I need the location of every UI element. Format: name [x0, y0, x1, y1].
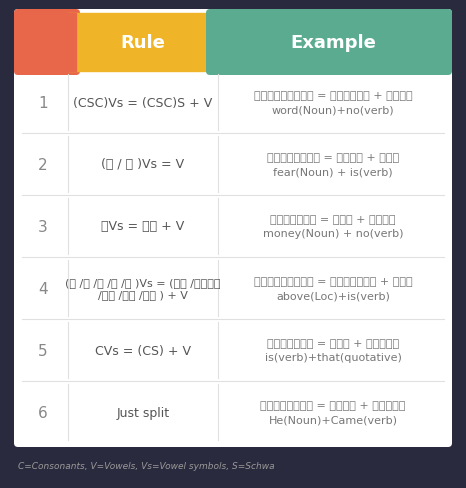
- Text: C=Consonants, V=Vowels, Vs=Vowel symbols, S=Schwa: C=Consonants, V=Vowels, Vs=Vowel symbols…: [18, 461, 274, 470]
- Text: Rule: Rule: [121, 34, 165, 52]
- FancyBboxPatch shape: [14, 10, 452, 447]
- Text: പേടിയാണ് = പേടി + ആണ്
fear(Noun) + is(verb): പേടിയാണ് = പേടി + ആണ് fear(Noun) + is(ve…: [267, 152, 399, 177]
- Bar: [64, 14, 76, 72]
- FancyBboxPatch shape: [206, 10, 452, 76]
- Text: Example: Example: [290, 34, 376, 52]
- Text: Just split: Just split: [116, 406, 170, 419]
- Text: അവനവന്നു = അവന് + വന്നു
He(Noun)+Came(verb): അവനവന്നു = അവന് + വന്നു He(Noun)+Came(ve…: [260, 400, 406, 425]
- Text: 5: 5: [38, 343, 48, 358]
- Bar: [68, 14, 218, 72]
- Text: CVs = (CS) + V: CVs = (CS) + V: [95, 344, 191, 357]
- Bar: [210, 14, 222, 72]
- Text: (യ / വ )Vs = V: (യ / വ )Vs = V: [102, 158, 185, 171]
- Text: (CSC)Vs = (CSC)S + V: (CSC)Vs = (CSC)S + V: [73, 96, 212, 109]
- Text: പണമില്ല = പണം + ഇല്ല
money(Noun) + no(verb): പണമില്ല = പണം + ഇല്ല money(Noun) + no(ve…: [263, 214, 403, 239]
- FancyBboxPatch shape: [14, 10, 80, 76]
- Text: 6: 6: [38, 405, 48, 420]
- Text: വാക്കില്ല = വാക്ക് + ഇല്ല
word(Noun)+no(verb): വാക്കില്ല = വാക്ക് + ഇല്ല word(Noun)+no(…: [254, 90, 412, 115]
- Text: 2: 2: [38, 157, 48, 172]
- Text: നVs = ന് + V: നVs = ന് + V: [102, 220, 185, 233]
- Text: (ര /ല /ള /ന /ണ )Vs = (റ് /റ്ല്
/ഴ് /ന് /ണ് ) + V: (ര /ല /ള /ന /ണ )Vs = (റ് /റ്ല് /ഴ് /ന് /…: [65, 278, 221, 299]
- Text: ആണെന്ന് = ആണ് + എന്ന്
is(verb)+that(quotative): ആണെന്ന് = ആണ് + എന്ന് is(verb)+that(quot…: [265, 338, 401, 363]
- Text: 4: 4: [38, 281, 48, 296]
- Text: മുകളിലാണ് = മുകളില് + ആണ്
above(Loc)+is(verb): മുകളിലാണ് = മുകളില് + ആണ് above(Loc)+is(…: [254, 276, 412, 301]
- Text: 3: 3: [38, 219, 48, 234]
- Text: 1: 1: [38, 95, 48, 110]
